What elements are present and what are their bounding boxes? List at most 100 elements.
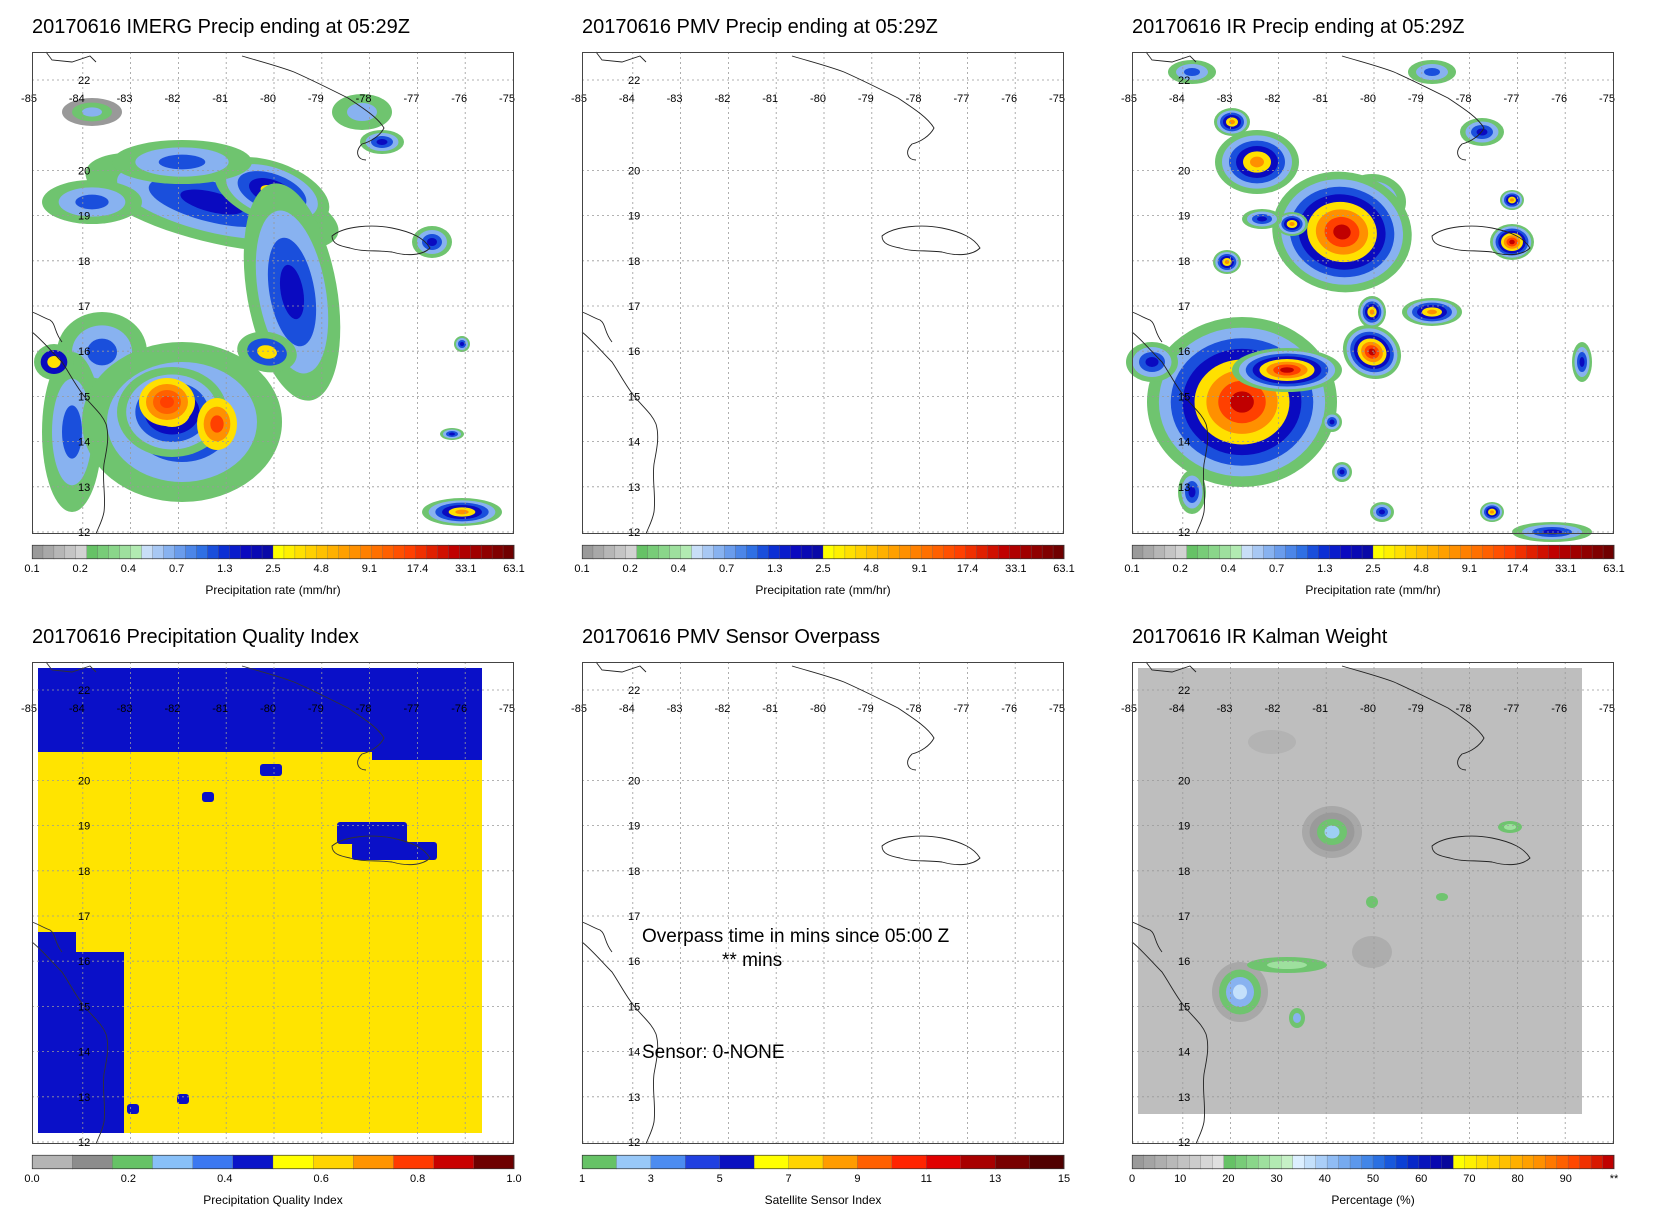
colorbar-swatch <box>31 544 44 560</box>
colorbar-swatch <box>272 1154 314 1170</box>
precip-cell <box>1184 68 1200 76</box>
jamaica-coast <box>331 225 431 256</box>
lon-label: -84 <box>69 703 85 715</box>
colorbar-swatch <box>1131 544 1144 560</box>
colorbar-tick-label: 9 <box>854 1173 861 1185</box>
quality-map: -85 -84 -83 -82 -81 -80 -79 -78 -77 -76 -75 22 20 19 1… <box>21 661 515 1149</box>
precip-cell <box>1267 961 1307 969</box>
lon-label: -78 <box>1456 93 1472 105</box>
colorbar-swatch <box>822 1154 858 1170</box>
colorbar-swatch <box>965 544 977 560</box>
panel-imerg-precip: 20170616 IMERG Precip ending at 05:29Z -… <box>21 16 572 616</box>
precip-cell <box>1280 367 1294 373</box>
precip-cell <box>279 264 305 320</box>
lat-label: 13 <box>628 482 640 494</box>
lon-label: -81 <box>1312 93 1328 105</box>
colorbar-swatch <box>1285 544 1297 560</box>
colorbar-swatch <box>152 1154 194 1170</box>
lon-label: -78 <box>356 703 372 715</box>
colorbar-swatch <box>789 544 802 560</box>
map-frame <box>582 662 1064 1144</box>
precip-cell <box>1248 730 1296 754</box>
sensor-label: Sensor: 0-NONE <box>642 1042 785 1063</box>
colorbar-tick-label: 0 <box>1128 1173 1136 1185</box>
lon-label: -82 <box>1264 93 1280 105</box>
precip-cell <box>1293 1013 1301 1023</box>
lon-label: -76 <box>451 93 467 105</box>
lon-label: -85 <box>21 703 37 715</box>
panel-title: 20170616 PMV Precip ending at 05:29Z <box>582 16 938 38</box>
colorbar-swatch <box>404 544 416 560</box>
jamaica-coast <box>1431 225 1531 256</box>
lon-label: -85 <box>1121 703 1137 715</box>
colorbar-tick-label: 7 <box>785 1173 792 1185</box>
colorbar-swatch <box>108 544 121 560</box>
colorbar-swatch <box>1029 1154 1065 1170</box>
jamaica-coast <box>1431 835 1531 866</box>
colorbar-swatch <box>473 1154 515 1170</box>
colorbar-swatch <box>1476 1154 1489 1170</box>
lon-label: -85 <box>1121 93 1137 105</box>
overpass-annotation: Overpass time in mins since 05:00 Z ** mi… <box>642 926 950 1063</box>
lon-label: -85 <box>571 703 587 715</box>
quality-low-region <box>372 752 482 760</box>
colorbar-swatch <box>1453 1154 1466 1170</box>
colorbar-swatch <box>112 1154 154 1170</box>
precip-cell <box>210 415 224 433</box>
central-america-coast <box>31 311 63 343</box>
lon-label: -77 <box>953 93 969 105</box>
colorbar-swatch <box>592 544 605 560</box>
coastline <box>31 51 431 535</box>
colorbar-swatch <box>625 544 638 560</box>
colorbar-tick-label: 0.1 <box>574 563 590 575</box>
colorbar-swatch <box>713 544 725 560</box>
lon-label: -85 <box>571 93 587 105</box>
lat-label: 13 <box>628 1092 640 1104</box>
lat-label: 17 <box>628 301 640 313</box>
colorbar-swatch <box>239 544 252 560</box>
panel-pmv-sensor-overpass: 20170616 PMV Sensor Overpass -85 -84 -83 -8… <box>571 626 1122 1226</box>
colorbar-tick-label: 0.1 <box>24 563 40 575</box>
colorbar-tick-label: 4.8 <box>863 563 879 575</box>
colorbar-swatch <box>800 544 813 560</box>
colorbar-tick-label: 0.2 <box>120 1173 137 1185</box>
colorbar-swatch <box>1372 1154 1386 1170</box>
lat-label: 15 <box>78 1001 90 1013</box>
lat-label: 18 <box>78 866 90 878</box>
colorbar-swatch <box>735 544 747 560</box>
colorbar-swatch <box>1246 1154 1259 1170</box>
central-america-coast <box>581 311 613 343</box>
precip-cell <box>1230 391 1254 413</box>
precip-cell <box>1145 357 1159 367</box>
colorbar-swatch <box>724 544 736 560</box>
colorbar <box>581 1154 1065 1170</box>
panel-title: 20170616 IMERG Precip ending at 05:29Z <box>32 16 411 38</box>
map-frame <box>32 662 514 1144</box>
colorbar-swatch <box>669 544 682 560</box>
lat-label: 18 <box>78 256 90 268</box>
colorbar-tick-label: 13 <box>989 1173 1002 1185</box>
lon-label: -79 <box>1408 703 1424 715</box>
lat-label: 17 <box>1178 911 1190 923</box>
colorbar-swatch <box>141 544 154 560</box>
colorbar-swatch <box>480 544 493 560</box>
colorbar-swatch <box>779 544 791 560</box>
colorbar-swatch <box>636 544 649 560</box>
colorbar-tick-label: 1.3 <box>767 563 783 575</box>
precip-cell <box>158 154 206 170</box>
lat-label: 14 <box>78 437 90 449</box>
colorbar-swatch <box>822 544 835 560</box>
quality-low-region <box>260 764 282 776</box>
lat-label: 22 <box>1178 685 1190 697</box>
lat-label: 19 <box>78 821 90 833</box>
colorbar-swatch <box>1189 1154 1202 1170</box>
colorbar-swatch <box>360 544 373 560</box>
cuba-coast <box>595 661 647 673</box>
lat-label: 14 <box>1178 1047 1190 1059</box>
precip-cell <box>47 356 61 368</box>
colorbar-swatch <box>910 544 923 560</box>
colorbar-swatch <box>844 544 857 560</box>
colorbar-swatch <box>877 544 890 560</box>
lon-label: -82 <box>164 703 180 715</box>
jamaica-coast <box>881 225 981 256</box>
